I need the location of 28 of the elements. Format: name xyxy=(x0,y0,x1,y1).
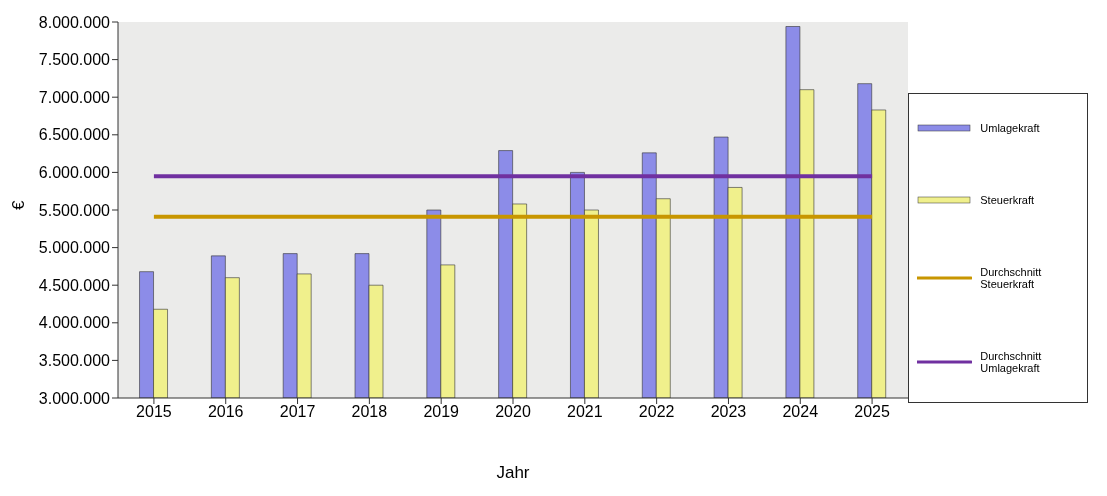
y-tick-label: 4.500.000 xyxy=(38,276,111,294)
legend-label: Durchschnitt Umlagekraft xyxy=(980,350,1043,374)
y-tick-label: 3.500.000 xyxy=(38,352,111,370)
legend-label: Umlagekraft xyxy=(980,122,1041,134)
x-tick-label: 2017 xyxy=(279,403,316,421)
legend-label: Durchschnitt Steuerkraft xyxy=(980,266,1043,290)
x-axis-title: Jahr xyxy=(496,463,530,482)
x-tick-label: 2021 xyxy=(567,403,603,421)
x-tick-label: 2020 xyxy=(495,403,531,421)
legend-label: Steuerkraft xyxy=(980,194,1036,206)
y-tick-label: 5.000.000 xyxy=(38,239,111,257)
y-tick-label: 5.500.000 xyxy=(38,201,111,219)
y-tick-label: 7.500.000 xyxy=(38,51,111,69)
y-axis-title: € xyxy=(9,200,29,210)
y-tick-label: 3.000.000 xyxy=(38,389,111,407)
y-tick-label: 7.000.000 xyxy=(38,88,111,106)
x-tick-label: 2019 xyxy=(423,403,460,421)
x-tick-label: 2018 xyxy=(351,403,388,421)
y-tick-label: 4.000.000 xyxy=(38,314,111,332)
y-tick-label: 6.000.000 xyxy=(38,164,111,182)
x-tick-label: 2022 xyxy=(638,403,675,421)
x-tick-label: 2016 xyxy=(207,403,244,421)
x-tick-label: 2015 xyxy=(136,403,172,421)
y-tick-label: 8.000.000 xyxy=(38,13,111,31)
x-tick-label: 2023 xyxy=(710,403,747,421)
x-tick-label: 2025 xyxy=(854,403,890,421)
x-tick-label: 2024 xyxy=(782,403,819,421)
y-tick-label: 6.500.000 xyxy=(38,126,111,144)
